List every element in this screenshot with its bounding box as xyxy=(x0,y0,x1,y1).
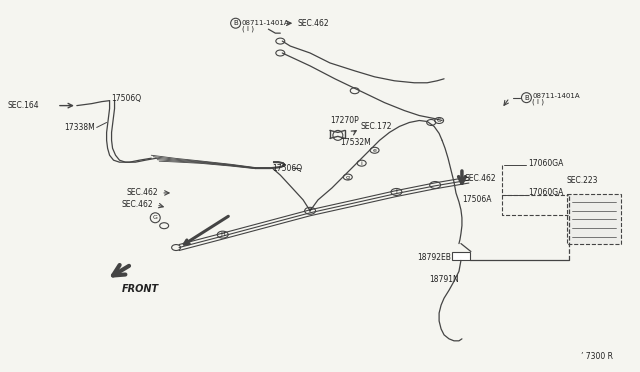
Text: 08711-1401A: 08711-1401A xyxy=(241,20,289,26)
Text: 17506Q: 17506Q xyxy=(273,164,303,173)
Text: i: i xyxy=(361,161,363,166)
Text: 17506A: 17506A xyxy=(462,195,492,204)
Text: ( I ): ( I ) xyxy=(532,98,545,105)
Text: B: B xyxy=(233,20,238,26)
Text: 17060GA: 17060GA xyxy=(529,159,564,168)
Text: 08711-1401A: 08711-1401A xyxy=(532,93,580,99)
Text: I: I xyxy=(396,189,397,195)
Text: SEC.172: SEC.172 xyxy=(361,122,392,131)
Text: FRONT: FRONT xyxy=(122,284,159,294)
Text: SEC.462: SEC.462 xyxy=(122,201,153,209)
Text: SEC.164: SEC.164 xyxy=(7,101,39,110)
Bar xyxy=(452,251,470,260)
FancyBboxPatch shape xyxy=(567,194,621,244)
Text: F: F xyxy=(308,208,312,213)
Text: 17060GA: 17060GA xyxy=(529,189,564,198)
Text: SEC.462: SEC.462 xyxy=(465,174,497,183)
Text: 17506Q: 17506Q xyxy=(111,94,141,103)
Text: 17270P: 17270P xyxy=(330,116,358,125)
Text: C: C xyxy=(437,118,442,123)
Text: 17338M: 17338M xyxy=(64,123,95,132)
Text: H: H xyxy=(220,232,225,237)
Text: SEC.462: SEC.462 xyxy=(297,19,329,28)
Text: 17532M: 17532M xyxy=(340,138,371,147)
Text: SEC.462: SEC.462 xyxy=(127,189,158,198)
Text: B: B xyxy=(524,94,529,101)
Text: G: G xyxy=(153,215,157,220)
Text: g: g xyxy=(346,174,350,180)
Text: SEC.223: SEC.223 xyxy=(566,176,598,185)
Text: e: e xyxy=(372,148,376,153)
Text: ’ 7300 R: ’ 7300 R xyxy=(580,352,612,361)
Text: 18792EB: 18792EB xyxy=(417,253,451,262)
Text: 18791N: 18791N xyxy=(429,275,459,284)
Text: ( I ): ( I ) xyxy=(241,26,253,32)
